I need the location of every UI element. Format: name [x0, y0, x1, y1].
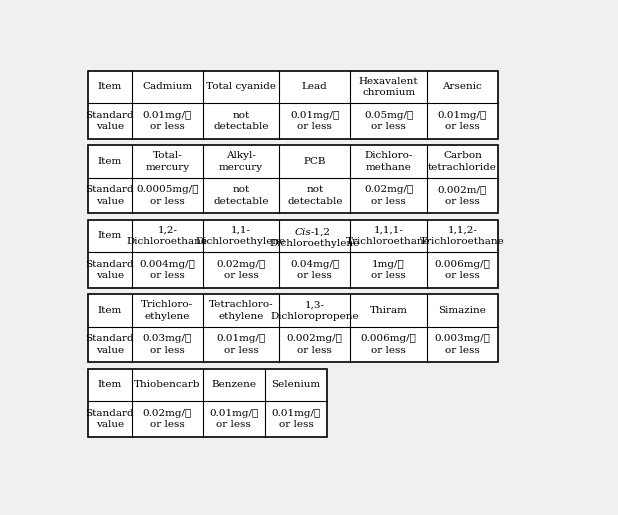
- Bar: [88, 219, 497, 288]
- Text: Trichloro-
ethylene: Trichloro- ethylene: [142, 300, 193, 321]
- Text: 0.0005mg/ℓ
or less: 0.0005mg/ℓ or less: [136, 185, 198, 205]
- Bar: [88, 369, 328, 437]
- Text: Cadmium: Cadmium: [142, 82, 192, 91]
- Text: 0.02mg/ℓ
or less: 0.02mg/ℓ or less: [143, 409, 192, 430]
- Text: Standard
value: Standard value: [85, 185, 134, 205]
- Text: 0.05mg/ℓ
or less: 0.05mg/ℓ or less: [364, 111, 413, 131]
- Bar: [88, 219, 497, 288]
- Text: Total-
mercury: Total- mercury: [145, 151, 189, 171]
- Text: Item: Item: [98, 82, 122, 91]
- Text: Hexavalent
chromium: Hexavalent chromium: [359, 77, 418, 97]
- Text: 0.01mg/ℓ
or less: 0.01mg/ℓ or less: [290, 111, 339, 131]
- Text: Thiobencarb: Thiobencarb: [134, 381, 201, 389]
- Text: Simazine: Simazine: [438, 306, 486, 315]
- Text: 1,3-
Dichloropropene: 1,3- Dichloropropene: [271, 300, 359, 321]
- Text: 0.003mg/ℓ
or less: 0.003mg/ℓ or less: [434, 334, 490, 355]
- Text: Standard
value: Standard value: [85, 409, 134, 430]
- Text: 0.006mg/ℓ
or less: 0.006mg/ℓ or less: [361, 334, 417, 355]
- Bar: [88, 294, 497, 363]
- Text: Standard
value: Standard value: [85, 260, 134, 280]
- Text: Dichloro-
methane: Dichloro- methane: [365, 151, 413, 171]
- Text: 0.02mg/ℓ
or less: 0.02mg/ℓ or less: [216, 260, 266, 280]
- Text: Alkyl-
mercury: Alkyl- mercury: [219, 151, 263, 171]
- Bar: [88, 71, 497, 139]
- Text: 0.01mg/ℓ
or less: 0.01mg/ℓ or less: [271, 409, 321, 430]
- Text: Standard
value: Standard value: [85, 334, 134, 355]
- Text: 1,1,1-
Trichloroethane: 1,1,1- Trichloroethane: [346, 226, 431, 246]
- Text: Benzene: Benzene: [211, 381, 256, 389]
- Text: 1,1,2-
Trichloroethane: 1,1,2- Trichloroethane: [420, 226, 505, 246]
- Bar: [88, 71, 497, 139]
- Text: Carbon
tetrachloride: Carbon tetrachloride: [428, 151, 497, 171]
- Text: 0.006mg/ℓ
or less: 0.006mg/ℓ or less: [434, 260, 490, 280]
- Text: 0.01mg/ℓ
or less: 0.01mg/ℓ or less: [216, 334, 266, 355]
- Text: 0.01mg/ℓ
or less: 0.01mg/ℓ or less: [438, 111, 487, 131]
- Text: Lead: Lead: [302, 82, 328, 91]
- Bar: [88, 294, 497, 363]
- Text: Item: Item: [98, 306, 122, 315]
- Bar: [88, 369, 328, 437]
- Text: 0.002mg/ℓ
or less: 0.002mg/ℓ or less: [287, 334, 343, 355]
- Text: Arsenic: Arsenic: [442, 82, 482, 91]
- Text: 1mg/ℓ
or less: 1mg/ℓ or less: [371, 260, 406, 280]
- Text: Standard
value: Standard value: [85, 111, 134, 131]
- Text: 0.03mg/ℓ
or less: 0.03mg/ℓ or less: [143, 334, 192, 355]
- Text: 0.002m/ℓ
or less: 0.002m/ℓ or less: [438, 185, 487, 205]
- Text: Item: Item: [98, 157, 122, 166]
- Bar: [88, 145, 497, 213]
- Text: 0.02mg/ℓ
or less: 0.02mg/ℓ or less: [364, 185, 413, 205]
- Text: 0.004mg/ℓ
or less: 0.004mg/ℓ or less: [139, 260, 195, 280]
- Text: Selenium: Selenium: [271, 381, 321, 389]
- Text: not
detectable: not detectable: [213, 185, 269, 205]
- Text: not
detectable: not detectable: [287, 185, 342, 205]
- Text: Dichloroethylene: Dichloroethylene: [269, 238, 360, 248]
- Text: Total cyanide: Total cyanide: [206, 82, 276, 91]
- Text: 1,2-
Dichloroethane: 1,2- Dichloroethane: [127, 226, 208, 246]
- Text: Item: Item: [98, 231, 122, 241]
- Text: Tetrachloro-
ethylene: Tetrachloro- ethylene: [209, 300, 273, 321]
- Bar: [88, 145, 497, 213]
- Text: 0.01mg/ℓ
or less: 0.01mg/ℓ or less: [143, 111, 192, 131]
- Text: 0.01mg/ℓ
or less: 0.01mg/ℓ or less: [210, 409, 258, 430]
- Text: -1,2: -1,2: [311, 228, 331, 237]
- Text: Thiram: Thiram: [370, 306, 407, 315]
- Text: 1,1-
Dichloroethylene: 1,1- Dichloroethylene: [196, 226, 286, 246]
- Text: not
detectable: not detectable: [213, 111, 269, 131]
- Text: PCB: PCB: [303, 157, 326, 166]
- Text: Cis: Cis: [294, 228, 311, 237]
- Text: Item: Item: [98, 381, 122, 389]
- Text: 0.04mg/ℓ
or less: 0.04mg/ℓ or less: [290, 260, 339, 280]
